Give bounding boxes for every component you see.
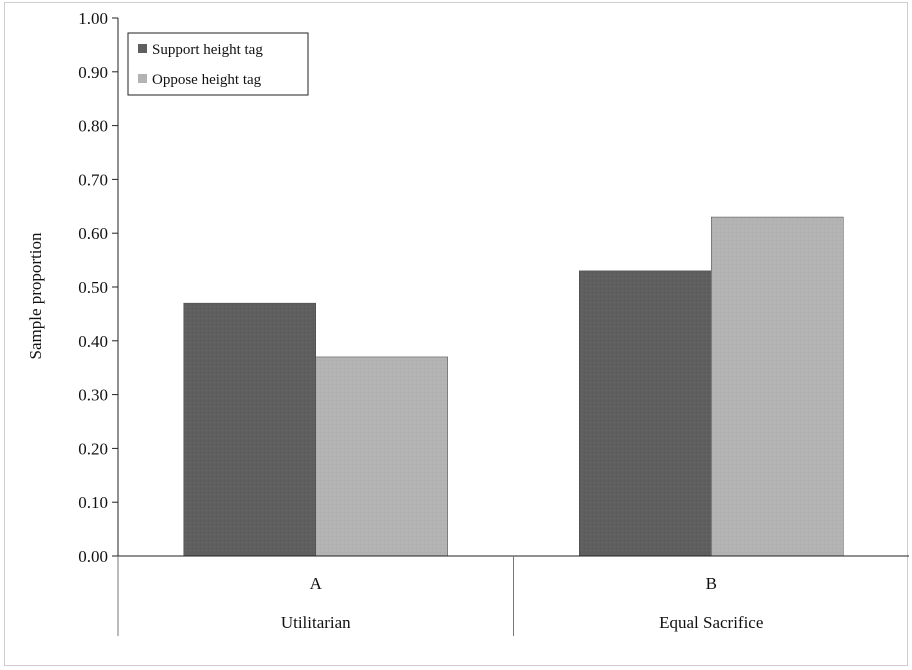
y-axis-title: Sample proportion: [26, 232, 45, 360]
bar-texture: [711, 217, 844, 556]
legend-swatch-support: [138, 44, 147, 53]
y-tick-label: 0.20: [78, 439, 108, 458]
y-tick-label: 0.30: [78, 386, 108, 405]
x-group-label: Utilitarian: [281, 613, 351, 632]
legend-label-support: Support height tag: [152, 42, 263, 58]
y-tick-label: 0.10: [78, 493, 108, 512]
x-axis: A Utilitarian B Equal Sacrifice: [117, 555, 909, 636]
bar-texture: [315, 356, 448, 556]
y-tick-label: 0.90: [78, 63, 108, 82]
y-tick-label: 0.80: [78, 117, 108, 136]
bars: [183, 216, 844, 557]
legend-label-oppose: Oppose height tag: [152, 72, 262, 88]
y-tick-label: 0.70: [78, 170, 108, 189]
legend-box: [127, 32, 309, 96]
legend: Support height tag Oppose height tag: [127, 32, 309, 96]
y-tick-label: 1.00: [78, 9, 108, 28]
y-tick-label: 0.40: [78, 332, 108, 351]
x-category-label: A: [310, 574, 323, 593]
y-tick-label: 0.00: [78, 547, 108, 566]
y-tick-label: 0.50: [78, 278, 108, 297]
legend-swatch-oppose: [138, 74, 147, 83]
bar-texture: [183, 303, 316, 556]
bar-texture: [579, 270, 712, 556]
y-axis: 0.00 0.10 0.20 0.30 0.40 0.50 0.60 0.70 0.80 0.90…: [78, 9, 119, 566]
x-group-label: Equal Sacrifice: [659, 613, 763, 632]
x-category-label: B: [706, 574, 717, 593]
y-tick-label: 0.60: [78, 224, 108, 243]
